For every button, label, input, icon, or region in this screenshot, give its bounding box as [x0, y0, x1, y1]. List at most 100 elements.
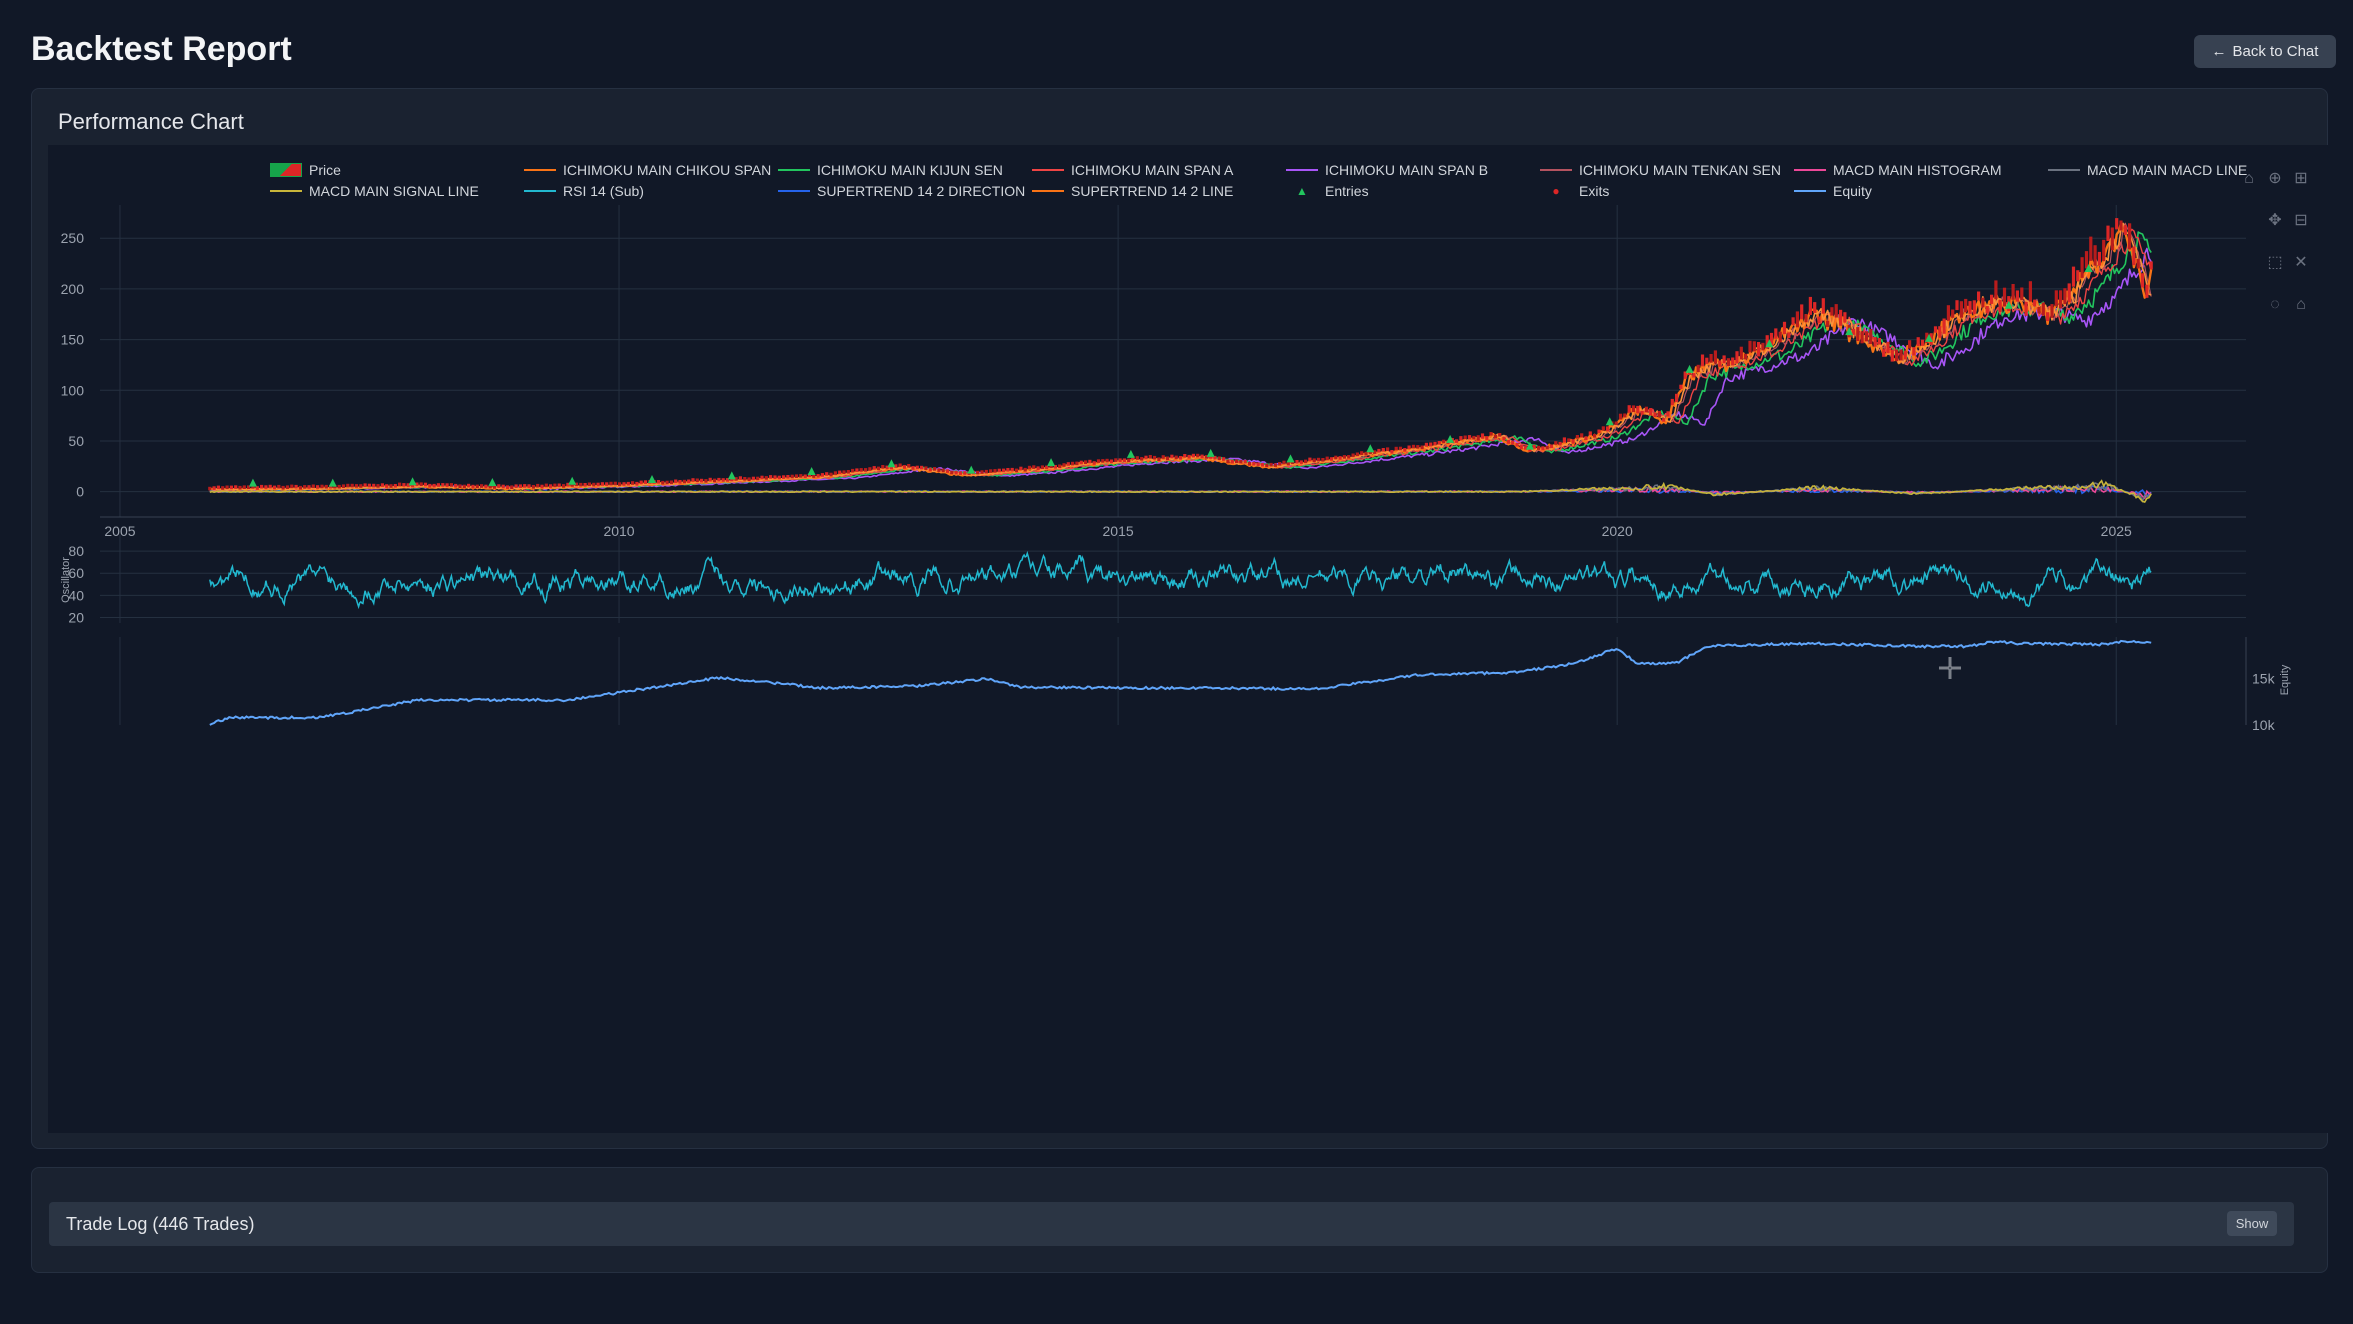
price-candle	[989, 469, 993, 473]
entry-marker	[1924, 333, 1933, 342]
price-candle	[829, 472, 833, 477]
trade-log-header[interactable]: Trade Log (446 Trades) Show	[49, 1202, 2294, 1246]
price-candle	[1575, 435, 1579, 439]
legend-item[interactable]: Equity	[1794, 183, 1872, 199]
price-candle	[743, 477, 747, 481]
legend-item[interactable]: Price	[270, 162, 341, 178]
legend-item[interactable]: SUPERTREND 14 2 LINE	[1032, 183, 1233, 199]
price-candle	[674, 479, 678, 484]
price-candle	[1761, 342, 1765, 351]
price-candle	[2015, 290, 2019, 302]
price-candle	[1036, 466, 1040, 470]
price-candle	[2037, 306, 2041, 314]
legend-item[interactable]: ICHIMOKU MAIN TENKAN SEN	[1540, 162, 1781, 178]
price-candle	[773, 475, 777, 479]
price-candle	[1558, 441, 1562, 446]
y-tick-label: 50	[68, 433, 84, 449]
price-candle	[1006, 468, 1010, 472]
reset-axes-icon[interactable]: ⌂	[2296, 296, 2306, 313]
price-candle	[1226, 459, 1230, 464]
legend-item[interactable]: MACD MAIN HISTOGRAM	[1794, 162, 2002, 178]
plot-area[interactable]: 250 200 150 100 50 0 2005 2010 2015 2020 2025 80 60 4…	[48, 145, 2331, 1133]
price-candle	[389, 484, 393, 488]
price-candle	[1700, 354, 1705, 367]
price-candle	[298, 485, 302, 490]
price-candle	[1675, 393, 1679, 403]
price-candle	[1614, 421, 1618, 426]
price-candle	[277, 484, 281, 489]
legend-item[interactable]: MACD MAIN MACD LINE	[2048, 162, 2247, 178]
price-candle	[1567, 438, 1571, 442]
entry-marker	[328, 478, 337, 487]
chart-legend[interactable]: Price ICHIMOKU MAIN CHIKOU SPAN ICHIMOKU M…	[270, 162, 2250, 208]
price-candle	[2028, 281, 2032, 302]
legend-item[interactable]: RSI 14 (Sub)	[524, 183, 644, 199]
price-candle	[656, 480, 661, 484]
price-candle	[1127, 458, 1131, 463]
price-candle	[1066, 462, 1070, 466]
price-candle	[1718, 360, 1722, 367]
back-to-chat-button[interactable]: ← Back to Chat	[2194, 35, 2336, 68]
price-candle	[1256, 462, 1260, 466]
legend-item[interactable]: ICHIMOKU MAIN SPAN A	[1032, 162, 1233, 178]
x-tick-label: 2015	[1103, 523, 1134, 539]
price-candle	[1709, 354, 1713, 363]
pan-icon[interactable]: ✥	[2268, 212, 2282, 229]
price-candle	[1485, 436, 1489, 440]
legend-item[interactable]: ICHIMOKU MAIN SPAN B	[1286, 162, 1488, 178]
legend-label: ICHIMOKU MAIN SPAN B	[1325, 162, 1489, 178]
price-candle	[747, 477, 751, 481]
legend-item[interactable]: SUPERTREND 14 2 DIRECTION	[778, 183, 1025, 199]
card-title: Performance Chart	[58, 109, 244, 134]
zoom-out-icon[interactable]: ⊟	[2294, 212, 2308, 229]
price-candle	[1334, 455, 1338, 460]
zoom-icon[interactable]: ⊕	[2268, 170, 2282, 187]
price-candle	[445, 483, 449, 487]
price-candle	[1351, 453, 1355, 458]
legend-item[interactable]: ● Exits	[1540, 183, 1609, 199]
box-select-icon[interactable]: ⬚	[2267, 254, 2283, 271]
price-candle	[341, 484, 346, 488]
price-candle	[721, 478, 725, 482]
price-candle	[1424, 442, 1428, 447]
price-candle	[1442, 439, 1446, 444]
price-candle	[311, 484, 315, 489]
price-candle	[1459, 436, 1463, 441]
entry-marker	[1525, 441, 1534, 450]
price-candle	[225, 485, 229, 490]
price-candle	[484, 484, 488, 489]
price-candle	[449, 483, 453, 487]
price-candle	[1407, 445, 1411, 450]
price-candle	[1562, 437, 1566, 443]
price-candle	[1398, 446, 1403, 451]
legend-item[interactable]: ICHIMOKU MAIN KIJUN SEN	[778, 162, 1003, 178]
price-candle	[1748, 340, 1752, 353]
entry-marker	[1845, 327, 1854, 336]
autoscale-icon[interactable]: ✕	[2294, 254, 2308, 271]
legend-item[interactable]: ▲ Entries	[1286, 183, 1369, 199]
camera-icon[interactable]: ⌂	[2244, 170, 2254, 187]
price-candle	[402, 483, 406, 487]
price-candle	[415, 482, 419, 487]
chikou-line	[209, 221, 2153, 492]
price-candle	[1209, 455, 1213, 459]
price-candle	[1537, 445, 1541, 450]
legend-item[interactable]: ICHIMOKU MAIN CHIKOU SPAN	[524, 162, 771, 178]
price-candle	[411, 483, 415, 488]
zoom-in-icon[interactable]: ⊞	[2294, 170, 2308, 187]
price-candle	[1071, 461, 1075, 466]
price-candle	[523, 484, 527, 488]
page-title: Backtest Report	[31, 30, 292, 68]
legend-item[interactable]: MACD MAIN SIGNAL LINE	[270, 183, 479, 199]
price-candle	[1148, 455, 1152, 459]
price-candle	[911, 466, 915, 470]
price-candle	[2093, 245, 2097, 266]
price-candle	[1860, 331, 1864, 344]
show-trades-button[interactable]: Show	[2227, 1211, 2277, 1236]
legend-label: Price	[309, 162, 341, 178]
price-candle	[536, 483, 540, 488]
hover-icon[interactable]: ◌	[2270, 296, 2280, 313]
price-candle	[812, 474, 816, 478]
performance-chart[interactable]: 250 200 150 100 50 0 2005 2010 2015 2020 2025 80 60 4…	[48, 145, 2331, 1133]
price-candle	[1593, 434, 1597, 438]
